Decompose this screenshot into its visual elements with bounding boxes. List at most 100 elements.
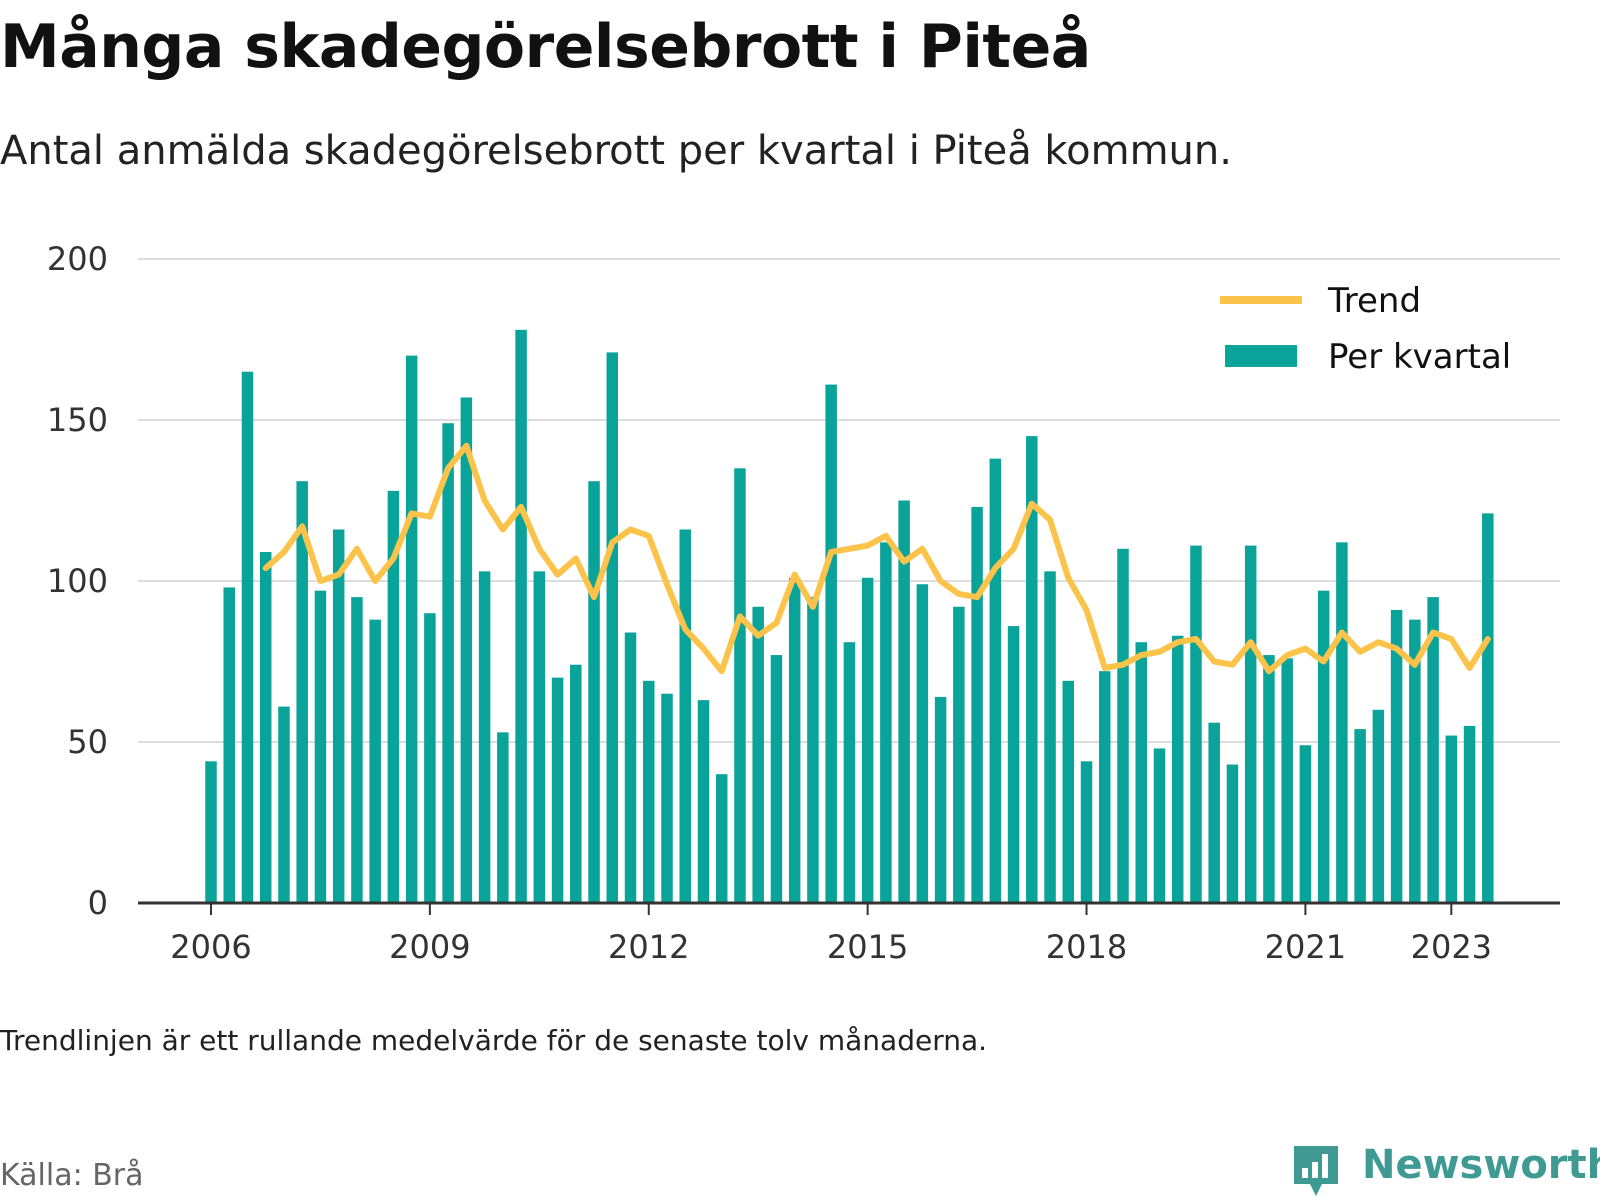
bar <box>1208 722 1220 903</box>
bar <box>1026 436 1038 903</box>
y-tick-label: 0 <box>88 884 108 922</box>
y-tick-label: 100 <box>47 562 108 600</box>
legend-swatch-per-kvartal <box>1225 345 1297 367</box>
bar <box>515 329 527 904</box>
bar <box>533 571 546 903</box>
bar <box>1445 735 1458 903</box>
bar <box>1171 635 1184 903</box>
legend-label-trend: Trend <box>1327 281 1421 321</box>
bar <box>351 597 363 903</box>
bar <box>1390 609 1403 903</box>
bar <box>1044 571 1056 903</box>
bar <box>259 552 272 903</box>
bar <box>1354 729 1366 903</box>
bar <box>1427 597 1439 903</box>
bar <box>1080 761 1093 903</box>
source-label: Källa: Brå <box>0 1158 144 1193</box>
bar <box>1409 619 1421 903</box>
bar <box>405 355 418 904</box>
x-tick-label: 2009 <box>389 928 470 966</box>
bar <box>1482 513 1494 903</box>
line-series-trend <box>262 442 1491 675</box>
chart: 0 50 100 150 200 2006 2009 2012 2015 2018 2021 202… <box>47 240 1560 966</box>
newsworthy-logo-icon <box>1294 1146 1338 1196</box>
x-tick-label: 2012 <box>608 928 689 966</box>
bar <box>478 571 491 903</box>
bar <box>205 761 217 903</box>
bar <box>934 696 947 903</box>
x-tick-label: 2015 <box>827 928 908 966</box>
chart-subtitle: Antal anmälda skadegörelsebrott per kvar… <box>0 128 1232 174</box>
bar <box>1062 680 1075 903</box>
bar <box>643 680 655 903</box>
bar <box>1463 725 1476 903</box>
bar <box>1153 748 1166 903</box>
bar <box>1099 671 1111 903</box>
bar <box>1281 658 1293 903</box>
bar <box>332 529 345 903</box>
bar <box>278 706 290 903</box>
bar <box>1117 548 1129 903</box>
bar <box>825 384 837 904</box>
bar <box>861 577 874 903</box>
y-axis-tick-labels: 0 50 100 150 200 <box>47 240 108 922</box>
bar <box>1007 626 1020 903</box>
bar <box>697 700 710 903</box>
bar <box>1263 655 1275 903</box>
bar <box>1226 764 1239 903</box>
bar <box>788 577 801 903</box>
bar <box>551 677 564 903</box>
bar <box>624 632 637 903</box>
bar <box>570 664 582 903</box>
y-tick-label: 200 <box>47 240 108 278</box>
bar <box>679 529 691 903</box>
bar <box>715 774 728 903</box>
x-tick-label: 2023 <box>1411 928 1492 966</box>
trend-line <box>262 442 1491 675</box>
bar <box>223 587 235 903</box>
x-axis: 2006 2009 2012 2015 2018 2021 2023 <box>138 901 1560 966</box>
bar <box>843 642 856 903</box>
bar <box>916 584 929 903</box>
legend-label-per-kvartal: Per kvartal <box>1328 337 1511 377</box>
bar <box>296 481 308 903</box>
bar <box>953 606 965 903</box>
y-tick-label: 50 <box>67 723 108 761</box>
chart-title: Många skadegörelsebrott i Piteå <box>0 12 1091 82</box>
bar <box>1317 590 1330 903</box>
bar <box>460 397 473 903</box>
x-tick-label: 2018 <box>1046 928 1127 966</box>
bar <box>1299 745 1312 903</box>
bar <box>1135 642 1147 903</box>
bar <box>752 606 764 903</box>
bar <box>989 458 1002 903</box>
bar <box>497 732 509 903</box>
x-tick-label: 2006 <box>170 928 251 966</box>
bar-series-per-kvartal <box>205 329 1494 904</box>
bar <box>1336 542 1348 903</box>
bar <box>898 500 910 903</box>
bar <box>588 481 600 903</box>
bar <box>241 371 254 903</box>
y-tick-label: 150 <box>47 401 108 439</box>
bar <box>1372 709 1385 903</box>
bar <box>606 352 619 903</box>
bar <box>807 597 819 903</box>
footnote: Trendlinjen är ett rullande medelvärde f… <box>0 1024 988 1057</box>
bar <box>424 613 436 903</box>
legend: Trend Per kvartal <box>1220 281 1511 377</box>
bar <box>1190 545 1202 903</box>
bar <box>880 542 892 903</box>
bar <box>387 490 400 903</box>
bar <box>314 590 327 903</box>
x-tick-label: 2021 <box>1265 928 1346 966</box>
bar <box>442 423 454 903</box>
bar <box>1244 545 1257 903</box>
newsworthy-logo: Newsworthy <box>1290 1140 1600 1200</box>
bar <box>734 468 746 903</box>
bar <box>971 506 983 903</box>
newsworthy-logo-text: Newsworthy <box>1362 1142 1600 1188</box>
bar <box>661 693 673 903</box>
bar <box>369 619 381 903</box>
bar <box>770 655 783 903</box>
